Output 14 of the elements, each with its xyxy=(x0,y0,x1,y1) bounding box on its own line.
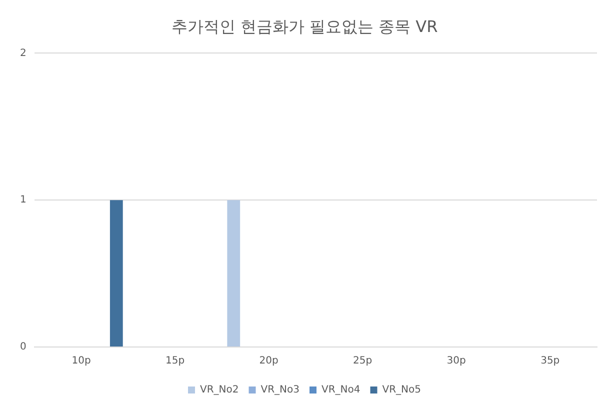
chart-title: 추가적인 현금화가 필요없는 종목 VR xyxy=(171,16,438,36)
x-tick-label: 30p xyxy=(446,356,466,367)
y-tick-label: 0 xyxy=(20,342,26,353)
y-tick-label: 2 xyxy=(20,48,26,59)
x-tick-label: 10p xyxy=(72,356,91,367)
x-tick-label: 20p xyxy=(259,356,278,367)
y-tick-label: 1 xyxy=(20,194,26,206)
x-tick-label: 15p xyxy=(165,356,185,367)
legend-label: VR_No2 xyxy=(200,384,239,396)
x-tick-label: 35p xyxy=(540,356,560,367)
legend-label: VR_No5 xyxy=(382,384,421,396)
x-tick-label: 25p xyxy=(353,356,372,367)
legend-label: VR_No4 xyxy=(322,384,360,396)
legend-label: VR_No3 xyxy=(260,384,300,396)
